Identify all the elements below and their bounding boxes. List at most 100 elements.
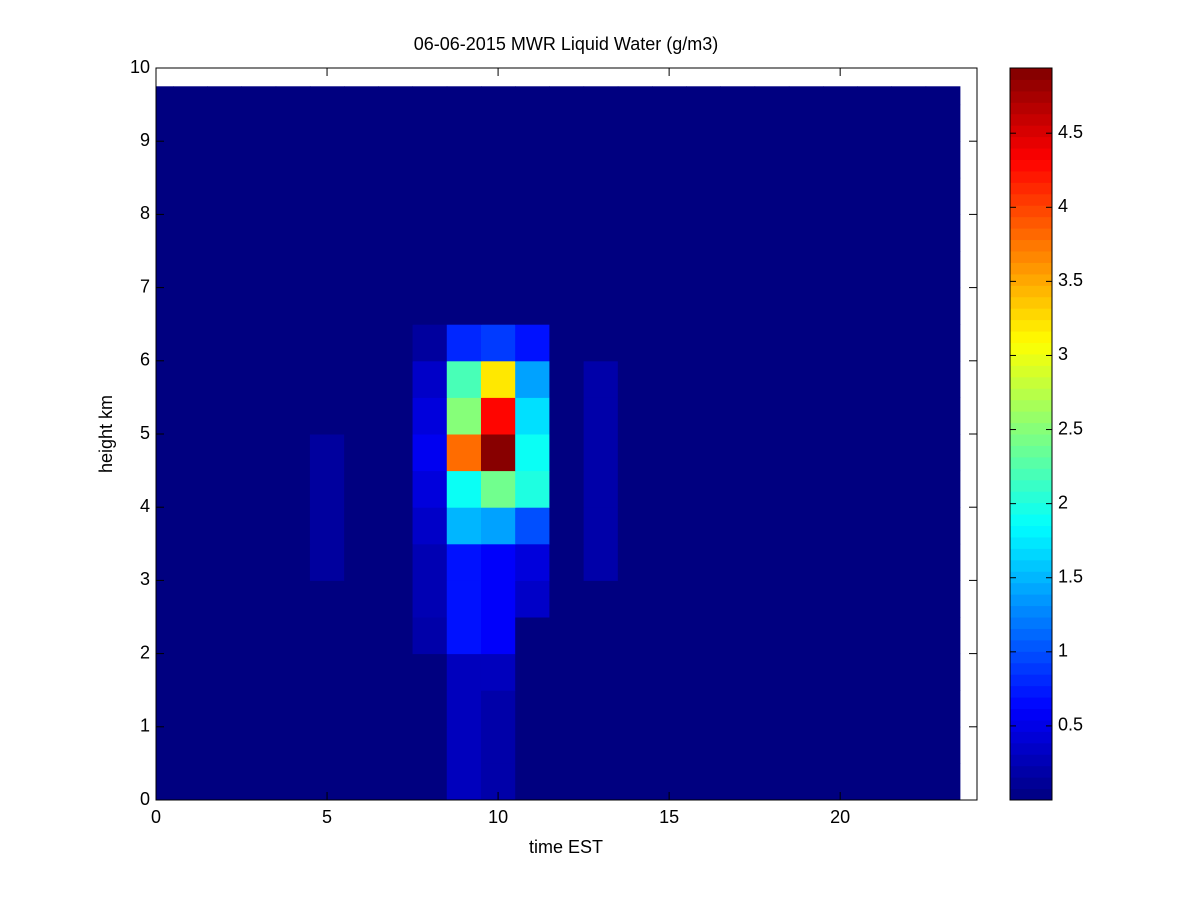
heat-cell — [549, 251, 585, 289]
heat-cell — [549, 324, 585, 362]
heat-cell — [309, 507, 345, 545]
heat-cell — [823, 543, 858, 581]
heat-cell — [857, 104, 892, 142]
heat-cell — [412, 324, 448, 362]
heat-cell — [891, 617, 927, 655]
heat-cell — [309, 251, 345, 289]
heat-cell — [925, 360, 961, 398]
heat-cell — [686, 726, 721, 764]
heat-cell — [652, 324, 687, 362]
heat-cell — [275, 543, 311, 581]
heat-cell — [156, 360, 174, 398]
heat-cell — [686, 763, 721, 801]
heat-cell — [207, 141, 243, 179]
heat-cell — [446, 360, 482, 398]
heat-cell — [412, 543, 448, 581]
colorbar-tick-label: 4.5 — [1058, 122, 1083, 142]
heat-cell — [344, 726, 379, 764]
heat-cell — [925, 580, 961, 618]
heat-cell — [275, 617, 311, 655]
colorbar-segment — [1010, 628, 1052, 641]
x-tick-label: 0 — [151, 807, 161, 827]
heat-cell — [173, 104, 208, 142]
colorbar-segment — [1010, 491, 1052, 504]
heat-cell — [720, 470, 756, 508]
heat-cell — [309, 324, 345, 362]
heat-cell — [515, 434, 550, 472]
heat-cell — [617, 251, 653, 289]
heat-cell — [652, 653, 687, 691]
heat-cell — [480, 324, 516, 362]
heat-cell — [686, 470, 721, 508]
colorbar-segment — [1010, 251, 1052, 263]
colorbar-segment — [1010, 388, 1052, 401]
heat-cell — [309, 617, 345, 655]
heat-cell — [515, 86, 550, 106]
colorbar-tick-label: 0.5 — [1058, 715, 1083, 735]
heat-cell — [378, 653, 414, 691]
heat-cell — [207, 434, 243, 472]
heat-cell — [652, 507, 687, 545]
colorbar-segment — [1010, 308, 1052, 321]
heat-cell — [788, 690, 824, 728]
colorbar-segment — [1010, 228, 1052, 241]
heat-cell — [788, 470, 824, 508]
colorbar-segment — [1010, 79, 1052, 92]
heat-cell — [241, 360, 277, 398]
heat-cell — [617, 653, 653, 691]
heat-cell — [720, 104, 756, 142]
heat-cell — [412, 580, 448, 618]
heat-cell — [617, 214, 653, 252]
colorbar-tick-label: 2 — [1058, 492, 1068, 512]
heat-cell — [173, 287, 208, 325]
heat-cell — [857, 141, 892, 179]
heat-cell — [891, 86, 927, 106]
heat-cell — [788, 434, 824, 472]
heat-cell — [788, 324, 824, 362]
colorbar-segment — [1010, 285, 1052, 298]
heat-cell — [754, 324, 790, 362]
heat-cell — [156, 251, 174, 289]
heat-cell — [173, 86, 208, 106]
heat-cell — [549, 214, 585, 252]
heat-cell — [412, 86, 448, 106]
colorbar-segment — [1010, 399, 1052, 412]
heat-cell — [446, 690, 482, 728]
heat-cell — [275, 763, 311, 801]
heat-cell — [583, 580, 619, 618]
heat-cell — [857, 470, 892, 508]
heat-cell — [344, 324, 379, 362]
heat-cell — [925, 141, 961, 179]
heat-cell — [617, 177, 653, 215]
heat-cell — [857, 360, 892, 398]
heat-cell — [275, 177, 311, 215]
heat-cell — [207, 470, 243, 508]
heat-cell — [412, 251, 448, 289]
heat-cell — [720, 653, 756, 691]
heat-cell — [275, 104, 311, 142]
heat-cell — [480, 507, 516, 545]
heat-cell — [207, 726, 243, 764]
heat-cell — [652, 177, 687, 215]
heat-cell — [241, 86, 277, 106]
heat-cell — [275, 397, 311, 435]
heat-cell — [515, 690, 550, 728]
heat-cell — [275, 434, 311, 472]
colorbar-segment — [1010, 193, 1052, 206]
heat-cell — [823, 434, 858, 472]
heat-cell — [823, 726, 858, 764]
colorbar-tick-label: 2.5 — [1058, 418, 1083, 438]
heat-cell — [857, 397, 892, 435]
heat-cell — [480, 470, 516, 508]
heat-cell — [652, 141, 687, 179]
heat-cell — [549, 434, 585, 472]
heat-cell — [480, 177, 516, 215]
colorbar-tick-label: 1.5 — [1058, 566, 1083, 586]
heat-cell — [754, 617, 790, 655]
heat-cell — [344, 86, 379, 106]
heat-cell — [652, 617, 687, 655]
heat-cell — [754, 434, 790, 472]
heat-cell — [857, 507, 892, 545]
heat-cell — [686, 251, 721, 289]
